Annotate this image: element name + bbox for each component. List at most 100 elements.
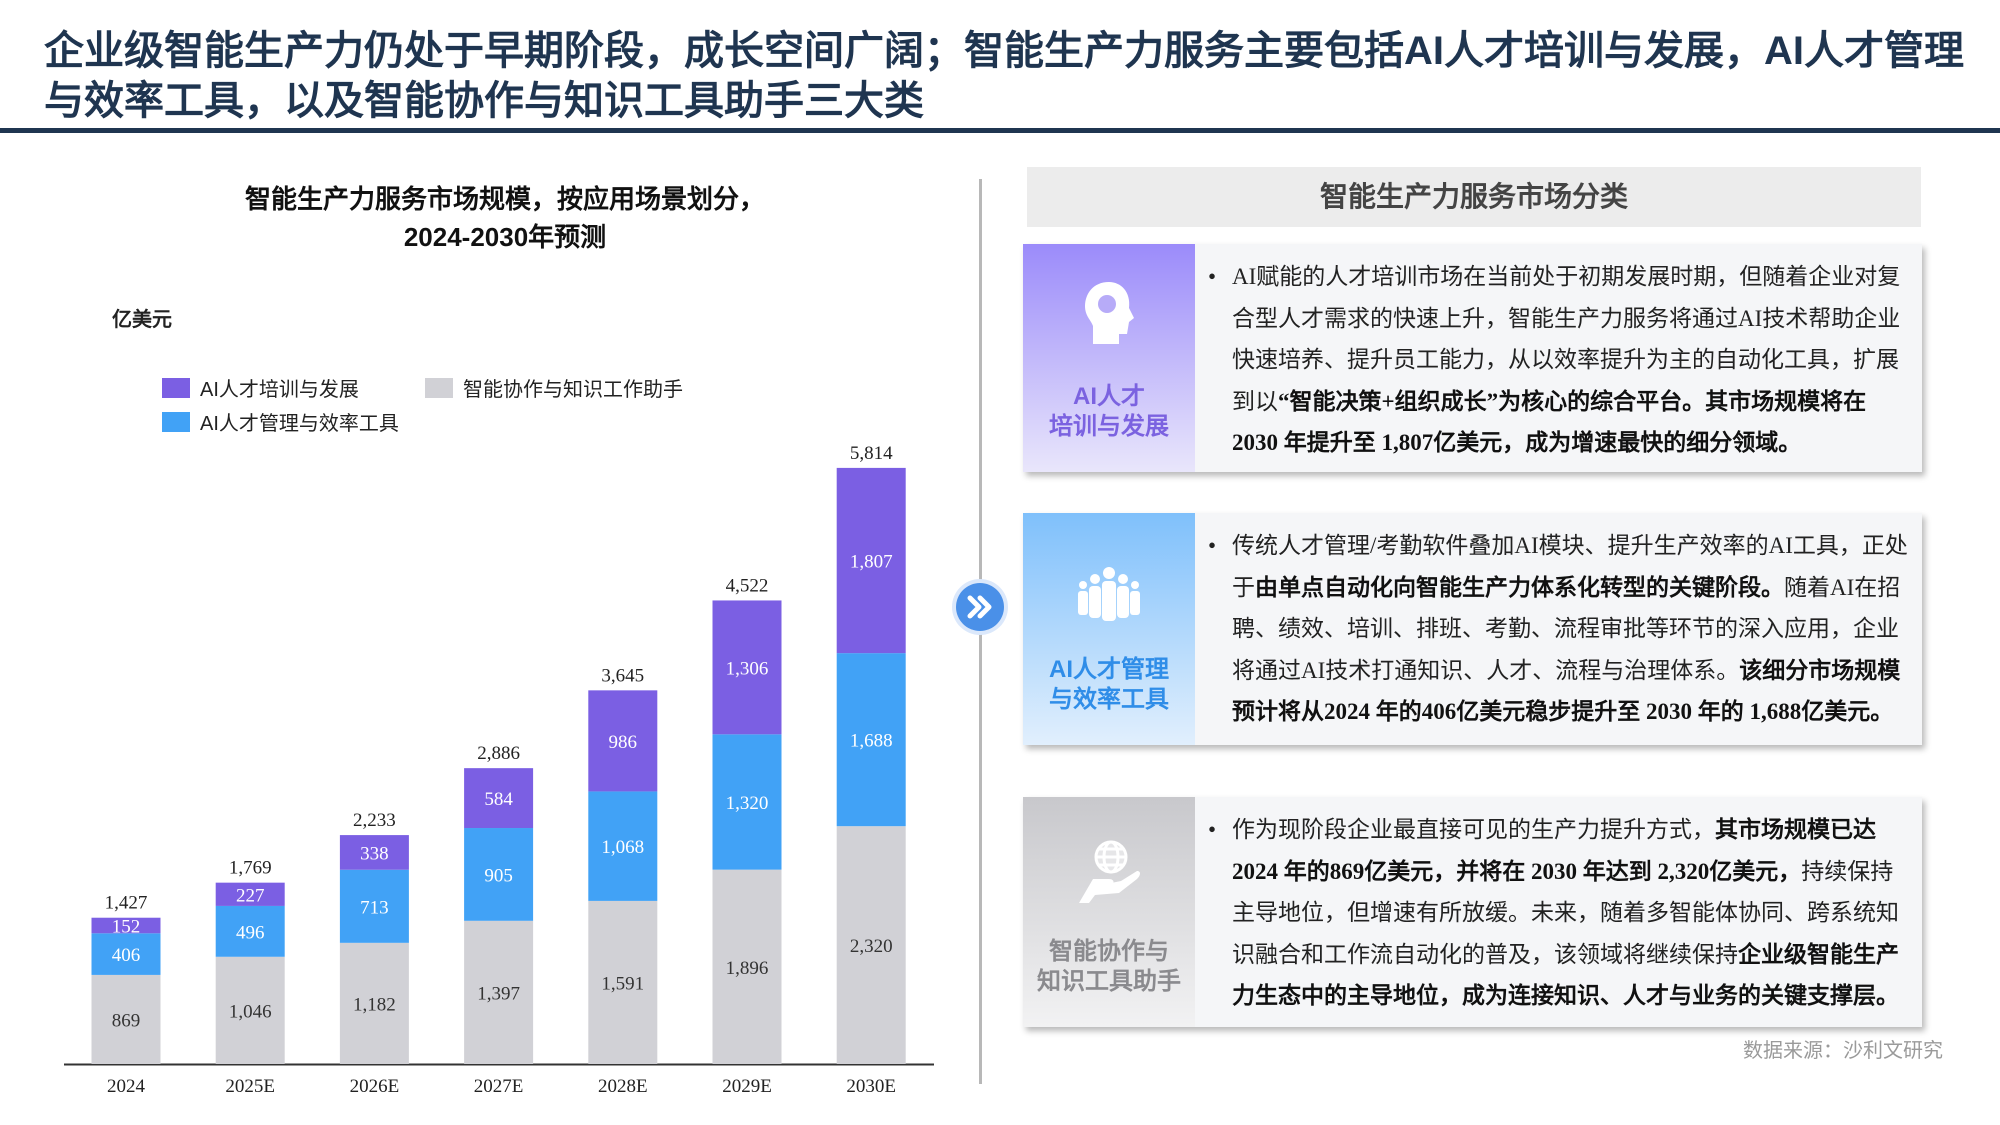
bar-value-label: 1,320	[726, 793, 769, 814]
bar-total-label: 1,427	[105, 893, 148, 914]
bar-segment	[712, 600, 782, 735]
bar-total-label: 1,769	[229, 858, 272, 879]
data-source: 数据来源：沙利文研究	[1743, 1040, 1943, 1062]
bar-segment	[339, 869, 409, 943]
bar-segment	[588, 900, 658, 1064]
bar-segment	[339, 835, 409, 870]
card-label: 培训与发展	[1049, 413, 1169, 440]
card-label: AI人才	[1073, 383, 1145, 410]
legend-swatch	[162, 411, 190, 432]
bar-value-label: 986	[609, 732, 638, 753]
bar-segment	[215, 905, 285, 957]
bar-value-label: 1,807	[850, 552, 893, 573]
bar-total-label: 5,814	[850, 443, 893, 464]
bar-value-label: 1,688	[850, 731, 893, 752]
card-text: • 作为现阶段企业最直接可见的生产力提升方式，其市场规模已达2024 年的869亿…	[1208, 809, 1908, 1017]
x-tick-label: 2027E	[474, 1076, 524, 1097]
bar-segment	[91, 917, 161, 934]
card-side: 智能协作与知识工具助手	[1023, 797, 1195, 1027]
legend-swatch	[162, 377, 190, 398]
x-tick-label: 2024	[107, 1076, 146, 1097]
card-ai-management: AI人才管理 与效率工具 • 传统人才管理/考勤软件叠加AI模块、提升生产效率的AI…	[1023, 513, 1922, 745]
people-group-icon	[1078, 567, 1140, 621]
bar-segment	[836, 467, 906, 654]
bar-value-label: 406	[112, 945, 141, 966]
text-normal: AI赋能的人才培训市场在当前处于初期发展时期，但随着企业对复合型人才需求的快速上…	[1232, 264, 1901, 414]
bar-value-label: 1,068	[601, 837, 644, 858]
bullet: •	[1208, 264, 1217, 289]
x-tick-label: 2025E	[225, 1076, 275, 1097]
text-normal: 传统人才管理/考勤软件叠加AI模块、提升生产效率的AI工具，正处于	[1232, 533, 1908, 600]
bar-value-label: 1,182	[353, 994, 396, 1015]
card-label: 与效率工具	[1049, 686, 1169, 713]
bar-value-label: 1,306	[726, 658, 769, 679]
chart-title: 智能生产力服务市场规模，按应用场景划分， 2024-2030年预测	[150, 180, 860, 256]
card-label: AI人才管理	[1049, 656, 1169, 683]
bar-value-label: 905	[484, 865, 513, 886]
bar-total-label: 2,886	[477, 743, 520, 764]
x-tick-label: 2026E	[350, 1076, 400, 1097]
x-tick-label: 2029E	[722, 1076, 772, 1097]
bar-segment	[91, 974, 161, 1064]
bar-total-label: 4,522	[726, 575, 769, 596]
bar-segment	[712, 869, 782, 1064]
bar-segment	[339, 942, 409, 1064]
bar-value-label: 1,397	[477, 983, 520, 1004]
y-axis-unit: 亿美元	[112, 309, 172, 331]
category-header: 智能生产力服务市场分类	[1027, 167, 1921, 227]
bullet: •	[1208, 817, 1217, 842]
card-collab-assistant: 智能协作与知识工具助手 • 作为现阶段企业最直接可见的生产力提升方式，其市场规模已…	[1023, 797, 1922, 1027]
card-label: 知识工具助手	[1037, 968, 1181, 995]
bar-segment	[836, 826, 906, 1064]
chart-title-line1: 智能生产力服务市场规模，按应用场景划分，	[244, 184, 765, 214]
text-normal: 持续保持主导地位，但增速有所放缓。未来，随着多智能体协同、跨系统知识融合和工作流…	[1232, 858, 1899, 967]
legend-item-mgmt: AI人才管理与效率工具	[162, 407, 399, 436]
text-bold: 企业级智能生产力生态中的主导地位，成为连接知识、人才与业务的关键支撑层。	[1232, 941, 1899, 1009]
bar-segment	[712, 734, 782, 870]
card-label: 智能协作与	[1049, 938, 1169, 965]
legend-item-collab: 智能协作与知识工作助手	[425, 373, 683, 402]
title-divider	[0, 128, 2000, 133]
double-chevron-right-icon	[956, 583, 1004, 631]
bar-value-label: 713	[360, 897, 389, 918]
text-bold: 其市场规模已达2024 年的869亿美元，并将在 2030 年达到 2,320亿…	[1232, 817, 1876, 884]
legend-label: AI人才管理与效率工具	[200, 413, 399, 435]
bar-value-label: 869	[112, 1010, 141, 1031]
card-side: AI人才管理 与效率工具	[1023, 513, 1195, 745]
page-title: 企业级智能生产力仍处于早期阶段，成长空间广阔；智能生产力服务主要包括AI人才培训…	[44, 29, 1964, 123]
bar-segment	[464, 920, 534, 1064]
stacked-bar-chart: 869 406 152 1,427 2024 1,046 496 227 1,769 2025E 1…	[64, 443, 934, 1097]
legend-item-training: AI人才培训与发展	[162, 373, 359, 402]
text-bold: 该细分市场规模预计将从2024 年的406亿美元稳步提升至 2030 年的 1,…	[1232, 657, 1901, 725]
bar-segment	[836, 653, 906, 827]
bar-value-label: 2,320	[850, 936, 893, 957]
bar-value-label: 227	[236, 885, 265, 906]
legend-label: AI人才培训与发展	[200, 379, 359, 401]
text-normal: 作为现阶段企业最直接可见的生产力提升方式，	[1232, 817, 1715, 842]
card-side: AI人才培训与发展	[1023, 244, 1195, 472]
bar-segment	[464, 828, 534, 921]
x-tick-label: 2028E	[598, 1076, 648, 1097]
bar-value-label: 1,896	[726, 958, 769, 979]
x-tick-label: 2030E	[846, 1076, 896, 1097]
bar-value-label: 1,591	[601, 973, 644, 994]
bullet: •	[1208, 533, 1217, 558]
bar-total-label: 2,233	[353, 810, 396, 831]
globe-hand-icon	[1079, 840, 1140, 903]
legend-swatch	[425, 377, 453, 398]
bar-value-label: 496	[236, 922, 265, 943]
bar-segment	[464, 768, 534, 829]
text-bold: “智能决策+组织成长”为核心的综合平台。其市场规模将在2030 年提升至 1,8…	[1232, 388, 1867, 456]
bar-segment	[588, 791, 658, 901]
bar-value-label: 584	[484, 789, 513, 810]
bar-segment	[215, 882, 285, 906]
bar-segment	[215, 956, 285, 1064]
bar-total-label: 3,645	[601, 665, 644, 686]
vertical-divider	[979, 179, 982, 1084]
head-lightbulb-icon	[1085, 282, 1134, 344]
legend-label: 智能协作与知识工作助手	[463, 379, 683, 401]
bar-value-label: 152	[112, 917, 141, 938]
bar-value-label: 338	[360, 843, 389, 864]
chart-title-line2: 2024-2030年预测	[403, 222, 607, 252]
card-text: • AI赋能的人才培训市场在当前处于初期发展时期，但随着企业对复合型人才需求的快速…	[1208, 256, 1908, 464]
